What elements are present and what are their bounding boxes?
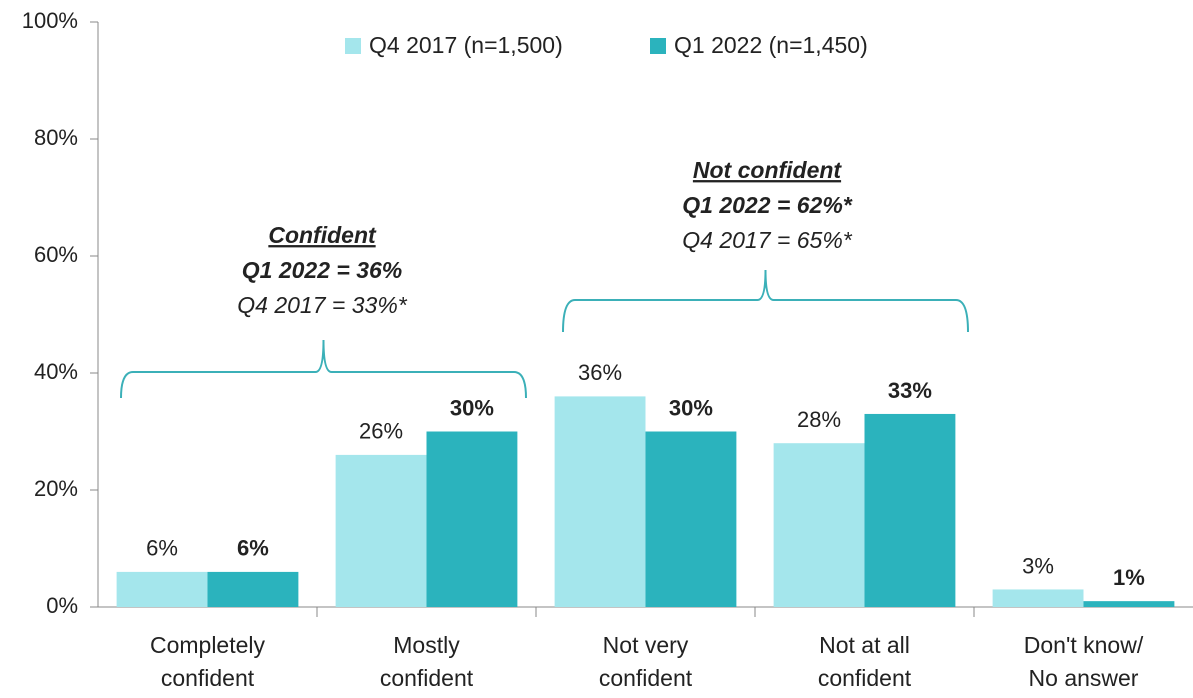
bar <box>992 589 1084 607</box>
x-tick-label: confident <box>380 665 474 691</box>
y-tick-label: 80% <box>34 125 78 150</box>
data-label: 6% <box>146 536 178 561</box>
y-tick-label: 60% <box>34 242 78 267</box>
x-tick-label: confident <box>818 665 912 691</box>
data-label: 1% <box>1113 565 1145 590</box>
bar <box>426 431 518 607</box>
bar <box>773 443 865 607</box>
bracket <box>562 269 969 333</box>
annotation-text: Q1 2022 = 62%* <box>682 192 852 218</box>
annotation-text: Q1 2022 = 36% <box>242 257 402 283</box>
x-tick-label: Not very <box>603 632 689 658</box>
y-tick-label: 40% <box>34 359 78 384</box>
data-label: 30% <box>450 395 494 420</box>
x-tick-label: Completely <box>150 632 266 658</box>
annotation-text: Confident <box>268 222 377 248</box>
x-tick-label: Not at all <box>819 632 910 658</box>
legend-label: Q1 2022 (n=1,450) <box>674 32 868 58</box>
bar <box>554 396 646 607</box>
legend-swatch <box>650 38 666 54</box>
data-label: 6% <box>237 536 269 561</box>
x-tick-label: confident <box>161 665 255 691</box>
data-label: 36% <box>578 360 622 385</box>
bar <box>335 454 427 607</box>
legend-swatch <box>345 38 361 54</box>
bar <box>645 431 737 607</box>
x-tick-label: Mostly <box>393 632 460 658</box>
y-tick-label: 20% <box>34 476 78 501</box>
bar <box>116 571 208 607</box>
data-label: 33% <box>888 378 932 403</box>
data-label: 28% <box>797 407 841 432</box>
legend-label: Q4 2017 (n=1,500) <box>369 32 563 58</box>
annotation-text: Not confident <box>693 157 843 183</box>
data-label: 3% <box>1022 553 1054 578</box>
bracket <box>120 339 527 399</box>
y-tick-label: 100% <box>22 8 78 33</box>
annotation-text: Q4 2017 = 65%* <box>682 227 852 253</box>
data-label: 26% <box>359 419 403 444</box>
x-tick-label: No answer <box>1029 665 1139 691</box>
bar <box>864 413 956 607</box>
y-tick-label: 0% <box>46 593 78 618</box>
annotation-text: Q4 2017 = 33%* <box>237 292 407 318</box>
x-tick-label: Don't know/ <box>1024 632 1144 658</box>
bar <box>207 571 299 607</box>
x-tick-label: confident <box>599 665 693 691</box>
bar <box>1083 601 1175 607</box>
data-label: 30% <box>669 395 713 420</box>
